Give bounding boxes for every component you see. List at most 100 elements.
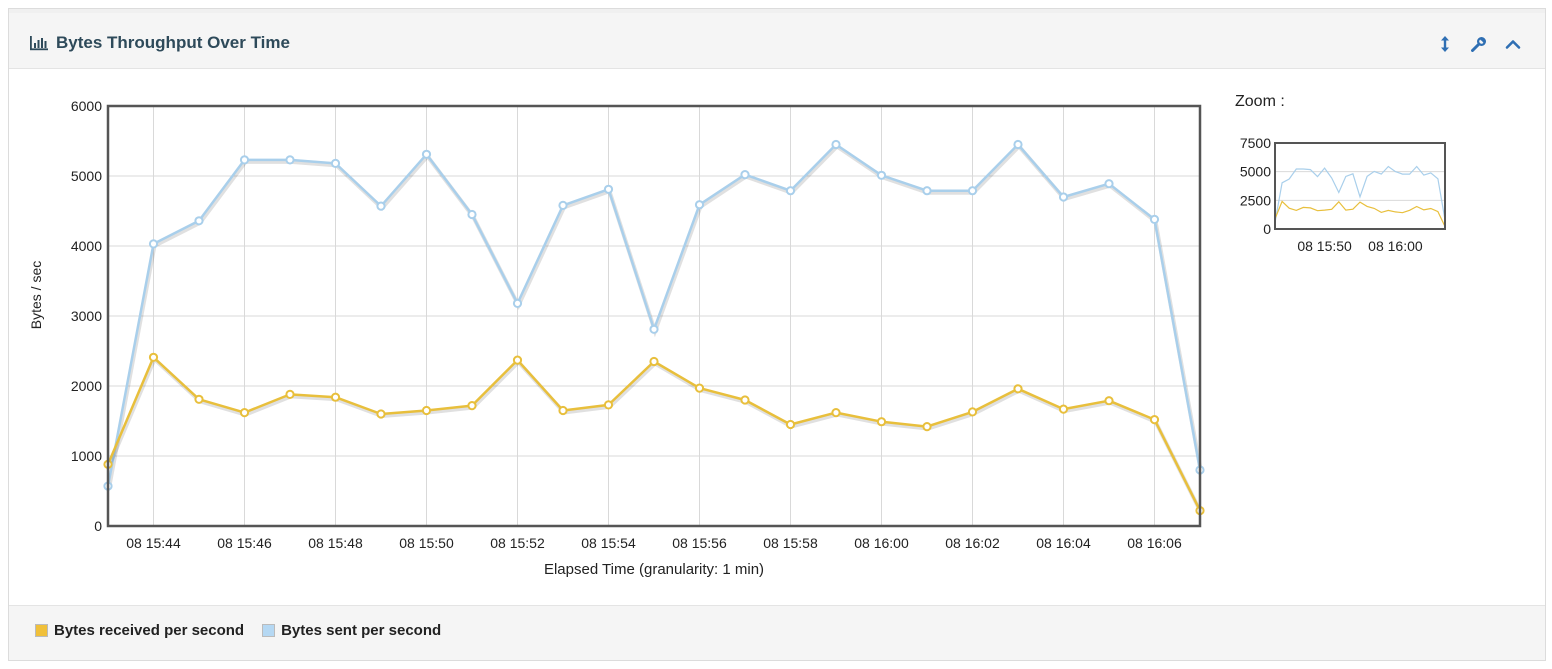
x-tick-label: 08 15:58 <box>763 535 818 551</box>
zoom-y-tick-label: 2500 <box>1240 192 1271 208</box>
data-point[interactable] <box>922 186 932 196</box>
chart-area: 0 1000 2000 3000 4000 5000 6000 08 15:44 08 15:… <box>9 69 1545 607</box>
y-tick-label: 3000 <box>71 308 102 324</box>
data-point[interactable] <box>194 394 204 404</box>
zoom-x-ticks: 08 15:50 08 16:00 <box>1297 238 1423 254</box>
data-point[interactable] <box>512 355 523 365</box>
series-line <box>106 356 1202 512</box>
data-point[interactable] <box>694 383 705 393</box>
y-tick-label: 4000 <box>71 238 102 254</box>
y-axis-label: Bytes / sec <box>28 261 44 329</box>
x-axis-ticks: 08 15:44 08 15:46 08 15:48 08 15:50 08 15:52… <box>126 535 1182 551</box>
x-tick-label: 08 15:46 <box>217 535 272 551</box>
data-point[interactable] <box>1104 179 1114 189</box>
resize-icon[interactable] <box>1435 35 1455 53</box>
series-line <box>106 143 1202 487</box>
data-point[interactable] <box>285 389 295 399</box>
data-point[interactable] <box>285 155 295 165</box>
panel-top-border <box>9 9 1545 13</box>
data-point[interactable] <box>740 170 750 180</box>
data-point[interactable] <box>1013 384 1023 394</box>
series-received <box>103 352 1205 516</box>
data-point[interactable] <box>967 186 978 196</box>
data-point[interactable] <box>421 149 432 159</box>
data-point[interactable] <box>649 356 659 367</box>
data-point[interactable] <box>1104 396 1114 406</box>
data-point[interactable] <box>785 186 796 196</box>
series-layer <box>103 139 1205 516</box>
x-tick-label: 08 16:06 <box>1127 535 1182 551</box>
x-tick-label: 08 16:04 <box>1036 535 1091 551</box>
zoom-grid-lines <box>1275 142 1445 230</box>
legend: Bytes received per second Bytes sent per… <box>35 622 441 639</box>
zoom-x-tick-label: 08 15:50 <box>1297 238 1352 254</box>
data-point[interactable] <box>876 417 887 427</box>
bar-chart-icon <box>30 36 48 51</box>
data-point[interactable] <box>740 395 750 405</box>
y-tick-label: 1000 <box>71 448 102 464</box>
data-point[interactable] <box>1149 214 1160 224</box>
panel-heading: Bytes Throughput Over Time <box>9 13 1545 69</box>
throughput-panel: Bytes Throughput Over Time <box>8 8 1546 661</box>
collapse-icon[interactable] <box>1503 35 1523 53</box>
zoom-series-line <box>1274 200 1446 227</box>
zoom-series-layer <box>1274 165 1446 227</box>
legend-item-sent[interactable]: Bytes sent per second <box>262 622 441 639</box>
data-point[interactable] <box>330 158 341 169</box>
data-point[interactable] <box>421 405 432 416</box>
data-point[interactable] <box>194 216 204 226</box>
x-tick-label: 08 15:54 <box>581 535 636 551</box>
x-tick-label: 08 16:02 <box>945 535 1000 551</box>
data-point[interactable] <box>603 184 614 194</box>
data-point[interactable] <box>558 405 568 416</box>
zoom-x-tick-label: 08 16:00 <box>1368 238 1423 254</box>
data-point[interactable] <box>148 352 159 362</box>
data-point[interactable] <box>876 170 887 180</box>
series-shadow <box>107 143 1203 489</box>
legend-label-sent: Bytes sent per second <box>281 622 442 639</box>
legend-footer: Bytes received per second Bytes sent per… <box>9 605 1545 660</box>
legend-swatch-sent <box>262 624 276 637</box>
data-point[interactable] <box>467 209 477 220</box>
data-point[interactable] <box>603 400 614 410</box>
y-tick-label: 6000 <box>71 98 102 114</box>
x-axis-label: Elapsed Time (granularity: 1 min) <box>544 561 764 578</box>
data-point[interactable] <box>1013 139 1023 150</box>
data-point[interactable] <box>558 200 568 210</box>
data-point[interactable] <box>694 200 705 210</box>
plot-frame <box>106 104 1202 528</box>
data-point[interactable] <box>831 139 841 150</box>
zoom-series-line <box>1274 165 1446 223</box>
legend-item-received[interactable]: Bytes received per second <box>35 622 244 639</box>
x-tick-label: 08 15:50 <box>399 535 454 551</box>
data-point[interactable] <box>922 422 932 432</box>
y-tick-label: 0 <box>94 518 102 534</box>
data-point[interactable] <box>649 324 659 334</box>
data-point[interactable] <box>1058 404 1069 414</box>
x-tick-label: 08 15:56 <box>672 535 727 551</box>
data-point[interactable] <box>239 155 250 165</box>
data-point[interactable] <box>1058 192 1069 202</box>
data-point[interactable] <box>239 408 250 418</box>
zoom-overview[interactable]: 7500 5000 2500 0 08 15:50 08 16:00 <box>1240 135 1446 254</box>
legend-swatch-received <box>35 624 48 637</box>
y-tick-label: 5000 <box>71 168 102 184</box>
data-point[interactable] <box>467 401 477 411</box>
panel-tools <box>1435 35 1523 53</box>
zoom-frame <box>1274 142 1446 230</box>
panel-title: Bytes Throughput Over Time <box>29 33 290 53</box>
data-point[interactable] <box>831 408 841 418</box>
wrench-icon[interactable] <box>1469 35 1489 53</box>
series-sent <box>103 139 1205 491</box>
data-point[interactable] <box>330 392 341 402</box>
series-shadow <box>107 355 1203 514</box>
data-point[interactable] <box>376 409 386 419</box>
data-point[interactable] <box>1149 415 1160 425</box>
zoom-y-tick-label: 5000 <box>1240 164 1271 180</box>
data-point[interactable] <box>512 298 523 308</box>
data-point[interactable] <box>967 407 978 417</box>
data-point[interactable] <box>148 239 159 249</box>
data-point[interactable] <box>376 201 386 211</box>
data-point[interactable] <box>785 419 796 430</box>
